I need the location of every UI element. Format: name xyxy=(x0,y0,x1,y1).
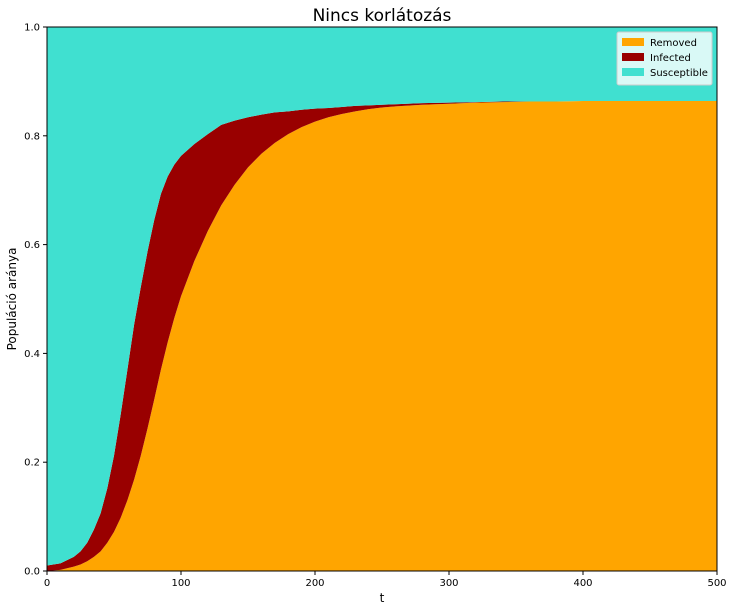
y-tick-label: 0.0 xyxy=(24,567,40,578)
legend-label-infected: Infected xyxy=(650,53,691,64)
legend: Removed Infected Susceptible xyxy=(616,31,713,86)
legend-swatch-susceptible xyxy=(622,68,644,76)
y-axis-label: Populáció aránya xyxy=(5,248,19,351)
y-tick-label: 0.4 xyxy=(24,349,40,360)
x-tick-label: 100 xyxy=(171,578,190,589)
area-infected xyxy=(47,100,717,571)
x-tick-label: 300 xyxy=(439,578,458,589)
y-tick-label: 0.8 xyxy=(24,131,40,142)
legend-label-susceptible: Susceptible xyxy=(650,68,708,79)
x-tick-label: 400 xyxy=(573,578,592,589)
area-removed xyxy=(47,100,717,571)
y-tick-label: 1.0 xyxy=(24,23,40,34)
x-tick-label: 500 xyxy=(707,578,726,589)
chart-title: Nincs korlátozás xyxy=(313,6,452,26)
x-tick-label: 200 xyxy=(305,578,324,589)
y-tick-label: 0.6 xyxy=(24,240,40,251)
legend-swatch-infected xyxy=(622,53,644,61)
plot-frame xyxy=(46,26,718,572)
y-axis-ticks: 0.0 0.2 0.4 0.6 0.8 1.0 xyxy=(24,23,47,578)
x-tick-label: 0 xyxy=(44,578,50,589)
x-axis-ticks: 0 100 200 300 400 500 xyxy=(44,571,727,589)
plot-areas xyxy=(47,27,717,571)
legend-label-removed: Removed xyxy=(650,38,697,49)
legend-swatch-removed xyxy=(622,38,644,46)
y-tick-label: 0.2 xyxy=(24,458,40,469)
x-axis-label: t xyxy=(380,591,385,605)
